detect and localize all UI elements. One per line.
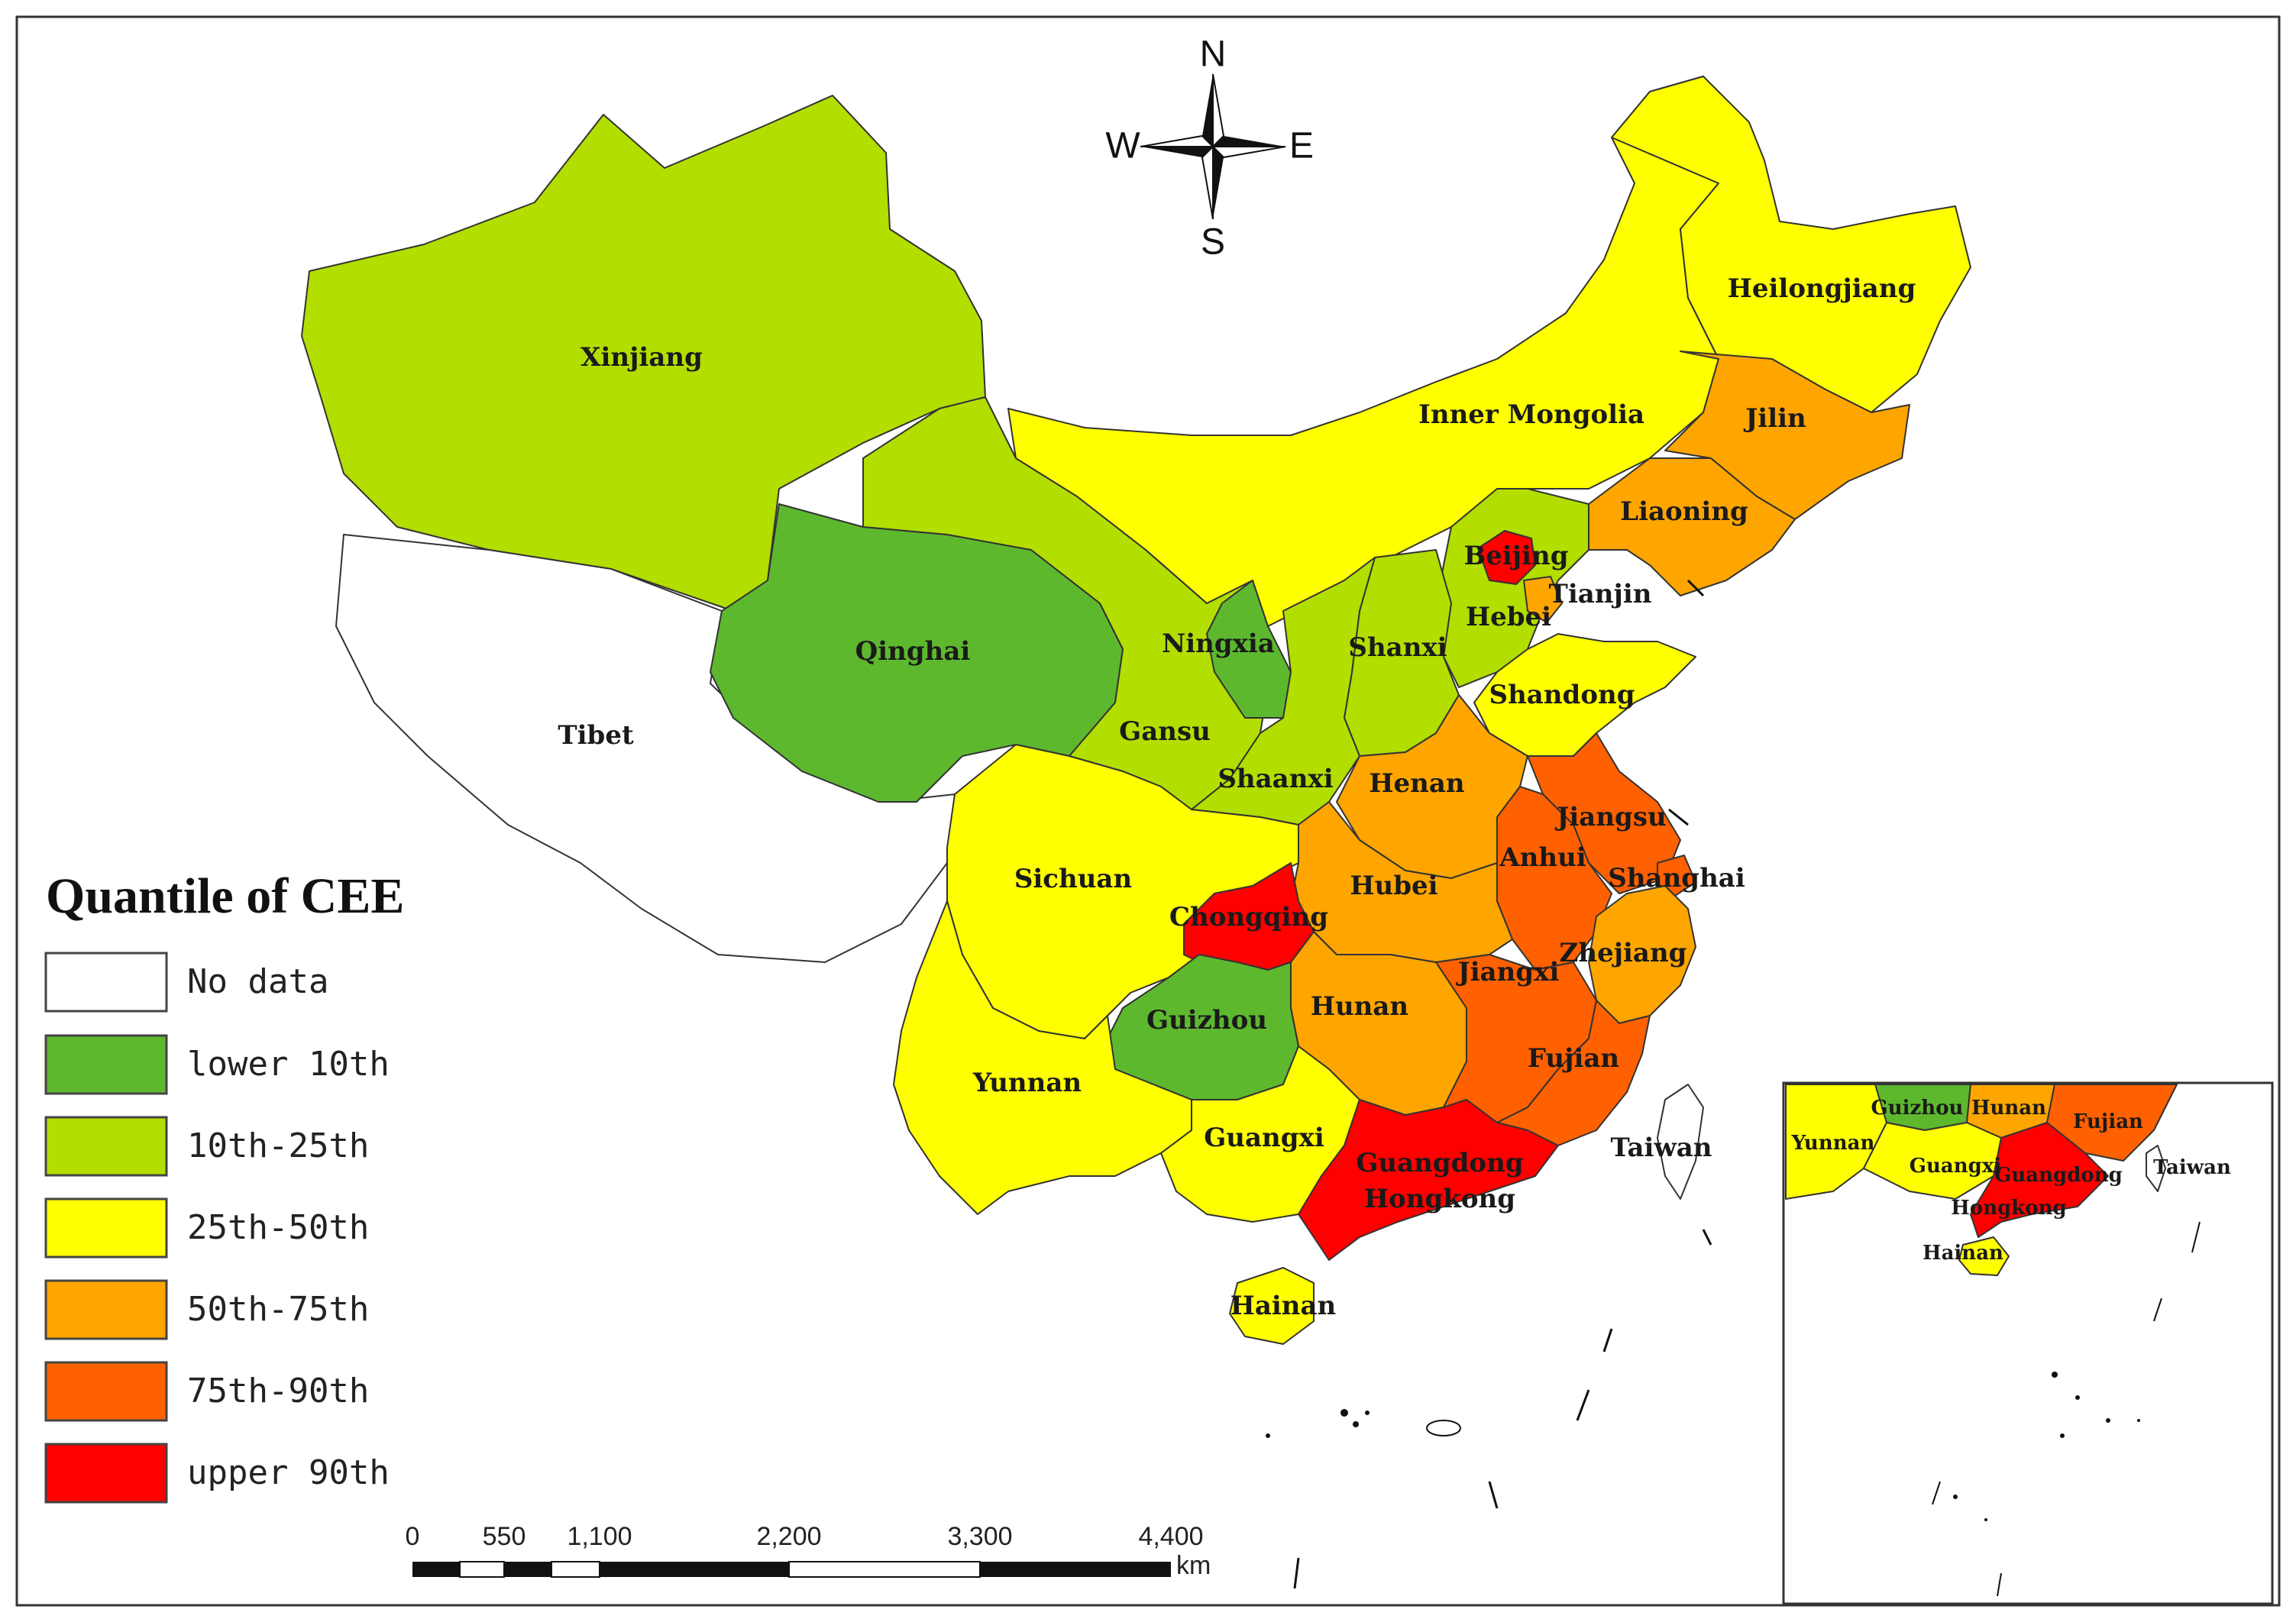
province-hainan[interactable] — [1229, 1267, 1315, 1345]
scale-unit: km — [1176, 1551, 1211, 1580]
inset-label-hunan: Hunan — [1971, 1097, 2046, 1120]
label-chongqing: Chongqing — [1169, 902, 1328, 932]
province-layer — [301, 76, 1971, 1345]
legend-swatch-1 — [44, 1034, 168, 1095]
province-zhejiang[interactable] — [1588, 885, 1696, 1024]
inset-label-yunnan: Yunnan — [1791, 1132, 1875, 1155]
label-tianjin: Tianjin — [1549, 579, 1652, 609]
legend-item-2: 10th-25th — [44, 1116, 369, 1177]
label-shanghai: Shanghai — [1608, 863, 1745, 894]
province-tianjin[interactable] — [1523, 576, 1563, 623]
legend-item-0: No data — [44, 952, 328, 1013]
province-taiwan[interactable] — [1657, 1084, 1704, 1200]
legend-label-5: 75th-90th — [187, 1372, 369, 1411]
label-jilin: Jilin — [1743, 403, 1806, 434]
legend-label-3: 25th-50th — [187, 1208, 369, 1247]
label-hebei: Hebei — [1466, 602, 1551, 632]
label-qinghai: Qinghai — [855, 636, 971, 667]
label-jiangxi: Jiangxi — [1456, 957, 1560, 987]
province-jilin[interactable] — [1664, 351, 1910, 520]
label-gansu: Gansu — [1119, 716, 1211, 747]
inset-label-taiwan: Taiwan — [2153, 1156, 2231, 1179]
province-labels: Xinjiang Tibet Qinghai Gansu Ningxia Inn… — [558, 273, 1916, 1321]
compass-n: N — [1200, 34, 1227, 75]
south-china-sea-islands — [1266, 579, 1712, 1589]
label-taiwan: Taiwan — [1610, 1133, 1712, 1163]
legend-swatch-5 — [44, 1361, 168, 1422]
label-zhejiang: Zhejiang — [1560, 938, 1687, 968]
compass-w: W — [1105, 126, 1140, 166]
label-anhui: Anhui — [1499, 842, 1586, 873]
label-ningxia: Ningxia — [1162, 629, 1275, 659]
scale-tick-3: 2,200 — [756, 1522, 821, 1551]
legend-label-4: 50th-75th — [187, 1290, 369, 1329]
province-heilongjiang[interactable] — [1611, 76, 1971, 413]
province-beijing[interactable] — [1477, 530, 1536, 585]
inset-map: Guizhou Hunan Fujian Yunnan Guangxi Guan… — [1782, 1081, 2274, 1605]
label-hainan: Hainan — [1230, 1291, 1337, 1321]
compass-rose: N S E W — [1105, 34, 1314, 263]
legend-label-2: 10th-25th — [187, 1126, 369, 1165]
legend-swatch-6 — [44, 1443, 168, 1504]
legend-title: Quantile of CEE — [46, 868, 404, 924]
legend-swatch-2 — [44, 1116, 168, 1177]
label-shaanxi: Shaanxi — [1218, 764, 1333, 794]
legend-item-5: 75th-90th — [44, 1361, 369, 1422]
compass-s: S — [1201, 222, 1225, 263]
label-heilongjiang: Heilongjiang — [1728, 273, 1916, 304]
legend-swatch-4 — [44, 1279, 168, 1340]
inset-label-fujian: Fujian — [2073, 1110, 2143, 1133]
compass-e: E — [1289, 126, 1314, 166]
legend-swatch-3 — [44, 1197, 168, 1259]
label-guangxi: Guangxi — [1204, 1123, 1324, 1153]
label-hongkong: Hongkong — [1364, 1184, 1515, 1214]
legend-item-1: lower 10th — [44, 1034, 390, 1095]
legend-item-3: 25th-50th — [44, 1197, 369, 1259]
legend-item-6: upper 90th — [44, 1443, 390, 1504]
legend-swatch-0 — [44, 952, 168, 1013]
label-xinjiang: Xinjiang — [580, 342, 703, 373]
inset-label-guizhou: Guizhou — [1871, 1097, 1964, 1120]
label-hubei: Hubei — [1350, 871, 1437, 901]
inset-label-hongkong: Hongkong — [1951, 1197, 2066, 1220]
inset-label-hainan: Hainan — [1922, 1242, 2003, 1265]
label-henan: Henan — [1369, 768, 1464, 799]
scale-tick-0: 0 — [406, 1522, 420, 1551]
label-sichuan: Sichuan — [1014, 864, 1132, 894]
label-jiangsu: Jiangsu — [1554, 802, 1666, 832]
scale-tick-5: 4,400 — [1138, 1522, 1203, 1551]
label-inner-mongolia: Inner Mongolia — [1418, 399, 1644, 430]
scale-tick-2: 1,100 — [567, 1522, 632, 1551]
province-guangdong[interactable] — [1298, 1099, 1559, 1261]
inset-label-guangdong: Guangdong — [1994, 1164, 2123, 1187]
label-liaoning: Liaoning — [1620, 496, 1748, 527]
legend: Quantile of CEE No data lower 10th 10th-… — [44, 868, 404, 1504]
label-shanxi: Shanxi — [1348, 632, 1447, 663]
label-tibet: Tibet — [558, 720, 634, 751]
scale-tick-4: 3,300 — [947, 1522, 1012, 1551]
inset-label-guangxi: Guangxi — [1910, 1155, 2002, 1178]
label-beijing: Beijing — [1464, 541, 1569, 571]
label-yunnan: Yunnan — [972, 1068, 1082, 1098]
scale-tick-1: 550 — [483, 1522, 526, 1551]
label-shandong: Shandong — [1489, 680, 1635, 710]
legend-label-0: No data — [187, 962, 328, 1001]
legend-item-4: 50th-75th — [44, 1279, 369, 1340]
label-guizhou: Guizhou — [1146, 1005, 1267, 1036]
label-fujian: Fujian — [1528, 1043, 1619, 1074]
scale-bar: 0 550 1,100 2,200 3,300 4,400 km — [406, 1522, 1211, 1580]
label-guangdong: Guangdong — [1356, 1148, 1523, 1178]
legend-label-6: upper 90th — [187, 1453, 390, 1492]
label-hunan: Hunan — [1311, 991, 1408, 1022]
legend-label-1: lower 10th — [187, 1045, 390, 1084]
